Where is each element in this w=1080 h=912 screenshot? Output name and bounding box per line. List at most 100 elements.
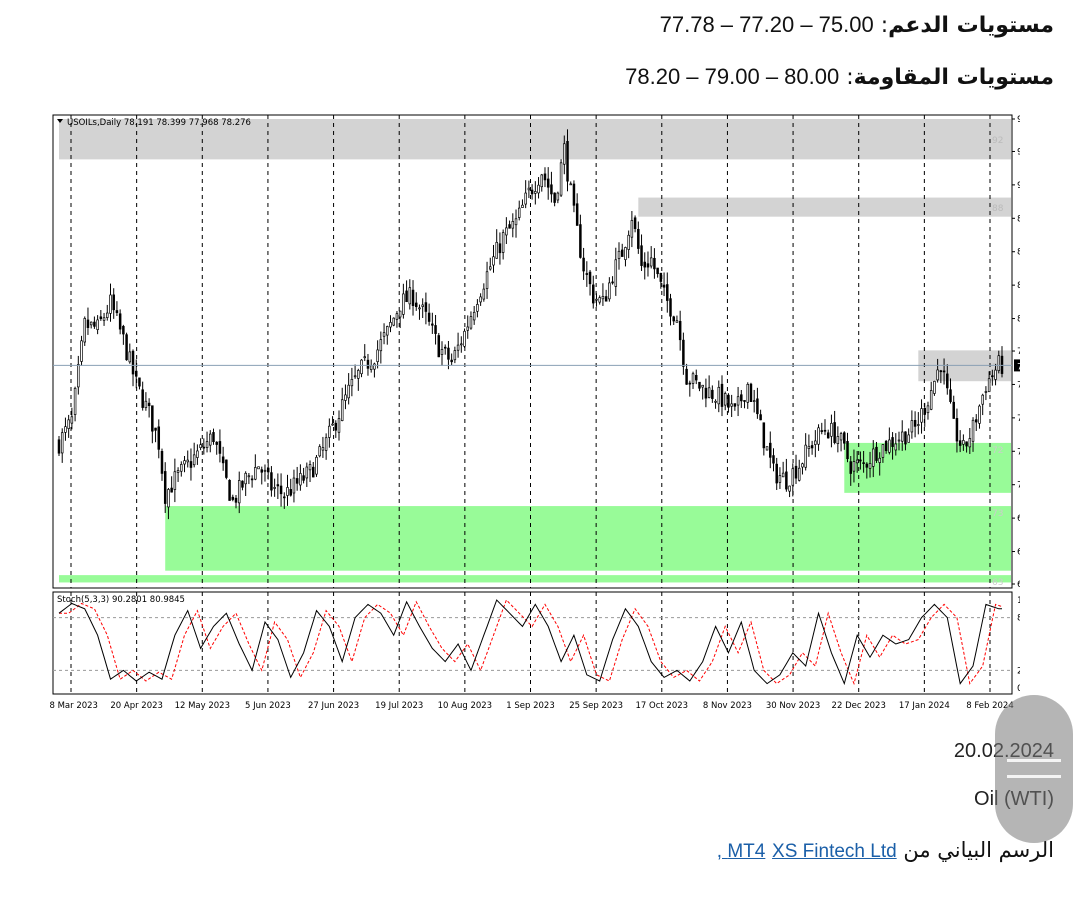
stoch-label: Stoch(5,3,3) 90.2801 80.9845 xyxy=(57,595,185,605)
candle-body xyxy=(701,384,704,388)
resistance-levels-line: مستويات المقاومة: 78.20 – 79.00 – 80.00 xyxy=(625,64,1054,90)
candle-body xyxy=(720,383,724,407)
resistance-levels-label: مستويات المقاومة xyxy=(853,65,1054,90)
candle-body xyxy=(910,420,914,433)
candle-body xyxy=(592,284,595,304)
candle-body xyxy=(180,464,183,472)
y-tick-label: 92.840 xyxy=(1017,147,1020,157)
candle-body xyxy=(746,383,749,403)
candle-body xyxy=(99,316,103,320)
candle-body xyxy=(955,418,959,442)
candle-body xyxy=(614,259,618,287)
candle-body xyxy=(878,457,881,463)
candle-body xyxy=(134,370,138,377)
candle-body xyxy=(353,375,357,378)
scroll-thumb-grip-line xyxy=(1007,759,1061,762)
x-tick-label: 30 Nov 2023 xyxy=(766,701,820,711)
candle-body xyxy=(682,339,685,367)
candle-body xyxy=(392,317,395,326)
candle-body xyxy=(991,375,994,378)
candle-body xyxy=(566,141,569,182)
candle-body xyxy=(434,325,437,334)
y-tick-label: 63.395 xyxy=(1017,580,1020,590)
y-tick-label: 65.605 xyxy=(1017,548,1020,558)
candle-body xyxy=(865,463,869,468)
candle-body xyxy=(373,363,376,370)
candle-body xyxy=(83,318,86,343)
candle-body xyxy=(199,444,202,449)
candle-body xyxy=(312,466,315,478)
zone-label: 73 xyxy=(992,509,1003,519)
candle-body xyxy=(585,273,589,275)
candle-body xyxy=(662,284,666,288)
candle-body xyxy=(952,401,955,419)
candle-body xyxy=(666,284,669,301)
source-link-mt4[interactable]: MT4 xyxy=(727,841,766,862)
candle-body xyxy=(672,316,675,322)
candle-body xyxy=(572,183,576,206)
candle-body xyxy=(418,307,421,310)
candle-body xyxy=(360,359,363,375)
candle-body xyxy=(237,480,241,504)
candle-body xyxy=(846,441,849,460)
candle-body xyxy=(395,313,399,320)
candle-body xyxy=(73,387,77,415)
x-tick-label: 17 Jan 2024 xyxy=(899,701,950,711)
x-tick-label: 8 Feb 2024 xyxy=(966,701,1014,711)
candle-body xyxy=(431,323,434,326)
y-tick-label: 86.015 xyxy=(1017,248,1020,258)
candle-body xyxy=(517,207,521,218)
candle-body xyxy=(299,473,302,486)
candle-body xyxy=(234,497,238,503)
candle-body xyxy=(369,365,373,370)
x-tick-label: 17 Oct 2023 xyxy=(636,701,689,711)
source-link-xs-fintech[interactable]: XS Fintech Ltd , xyxy=(716,841,897,862)
candle-body xyxy=(917,424,920,426)
candle-body xyxy=(836,436,840,444)
candle-body xyxy=(904,431,907,445)
candle-body xyxy=(260,469,264,473)
candle-body xyxy=(189,461,193,468)
candle-body xyxy=(843,432,846,444)
candle-body xyxy=(752,400,756,402)
candle-body xyxy=(553,192,556,203)
candle-body xyxy=(405,290,408,303)
x-tick-label: 10 Aug 2023 xyxy=(438,701,492,711)
candle-body xyxy=(80,340,83,362)
candle-body xyxy=(527,187,531,191)
candle-body xyxy=(463,330,466,347)
candle-body xyxy=(456,344,460,351)
candle-body xyxy=(138,377,141,387)
candle-body xyxy=(167,489,170,508)
candle-body xyxy=(363,356,367,359)
candle-body xyxy=(295,478,299,484)
candle-body xyxy=(376,349,379,363)
candle-body xyxy=(340,399,344,421)
zone-label: 92 xyxy=(992,136,1003,146)
candle-body xyxy=(797,467,801,481)
candle-body xyxy=(894,443,898,451)
x-tick-label: 25 Sep 2023 xyxy=(569,701,623,711)
candle-body xyxy=(633,217,637,229)
collapse-triangle-icon xyxy=(57,119,63,123)
candle-body xyxy=(347,384,350,399)
resistance-zone xyxy=(638,197,1011,217)
candle-body xyxy=(691,373,695,384)
candle-body xyxy=(723,393,727,406)
candle-body xyxy=(788,485,791,492)
candle-body xyxy=(437,335,441,358)
stoch-level-label: 20 xyxy=(1017,666,1020,676)
candle-body xyxy=(344,394,347,401)
candle-body xyxy=(546,178,550,188)
candle-body xyxy=(386,326,389,336)
scroll-thumb[interactable] xyxy=(995,695,1073,843)
candle-body xyxy=(411,289,415,306)
candle-body xyxy=(582,257,585,272)
candle-body xyxy=(537,184,540,194)
candle-body xyxy=(749,383,753,402)
candle-body xyxy=(414,302,418,308)
candle-body xyxy=(669,298,672,317)
candle-body xyxy=(852,461,856,472)
candle-body xyxy=(736,396,740,406)
candle-body xyxy=(601,296,605,300)
